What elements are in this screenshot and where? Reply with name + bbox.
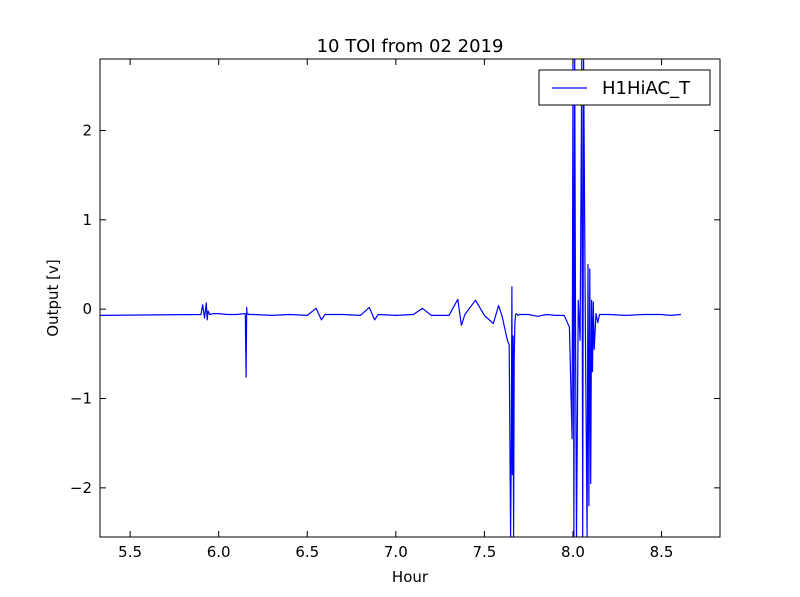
chart-title: 10 TOI from 02 2019	[317, 36, 504, 57]
legend: H1HiAC_T	[538, 69, 711, 106]
x-tick-label: 8.0	[561, 543, 585, 561]
y-tick-label: −1	[70, 390, 92, 408]
y-tick-label: −2	[70, 479, 92, 497]
y-tick-label: 2	[82, 121, 92, 139]
plot-area-frame	[99, 58, 721, 538]
x-tick-label: 7.5	[472, 543, 496, 561]
legend-entry: H1HiAC_T	[602, 78, 691, 99]
y-tick-label: 1	[82, 211, 92, 229]
x-tick-label: 6.5	[295, 543, 319, 561]
y-tick-label: 0	[82, 300, 92, 318]
series-line-0	[100, 59, 682, 537]
x-axis-label: Hour	[392, 568, 429, 586]
y-axis-label: Output [v]	[44, 259, 62, 336]
x-tick-label: 5.5	[118, 543, 142, 561]
x-tick-label: 6.0	[207, 543, 231, 561]
x-tick-label: 7.0	[384, 543, 408, 561]
x-tick-label: 8.5	[650, 543, 674, 561]
